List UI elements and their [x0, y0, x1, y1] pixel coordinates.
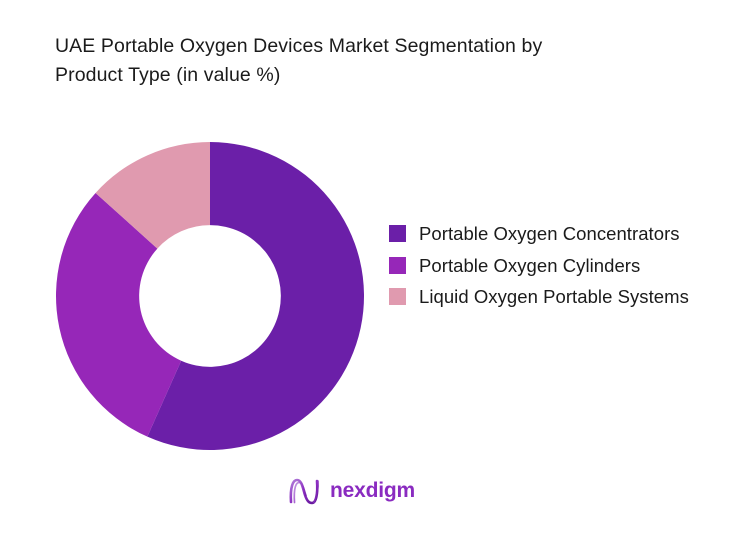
legend-item[interactable]: Portable Oxygen Cylinders	[389, 251, 729, 281]
legend-label: Portable Oxygen Concentrators	[419, 223, 680, 244]
chart-title: UAE Portable Oxygen Devices Market Segme…	[55, 35, 543, 86]
legend-swatch	[389, 225, 406, 242]
donut-chart-svg	[56, 142, 364, 450]
donut-chart	[56, 142, 364, 450]
legend-swatch	[389, 288, 406, 305]
nexdigm-wave-logo-icon	[289, 478, 319, 505]
brand-logo: nexdigm	[287, 477, 415, 505]
donut-slice[interactable]	[56, 192, 182, 437]
legend-swatch	[389, 256, 406, 274]
donut-slices	[56, 142, 364, 450]
legend-label: Liquid Oxygen Portable Systems	[419, 286, 689, 307]
legend-item[interactable]: Liquid Oxygen Portable Systems	[389, 282, 729, 312]
legend-item[interactable]: Portable Oxygen Concentrators	[389, 219, 729, 249]
brand-name: nexdigm	[330, 479, 415, 502]
legend-label: Portable Oxygen Cylinders	[419, 254, 641, 276]
donut-slice[interactable]	[95, 142, 210, 249]
donut-slice[interactable]	[147, 142, 364, 450]
chart-legend: Portable Oxygen Concentrators Portable Ox…	[389, 219, 729, 314]
